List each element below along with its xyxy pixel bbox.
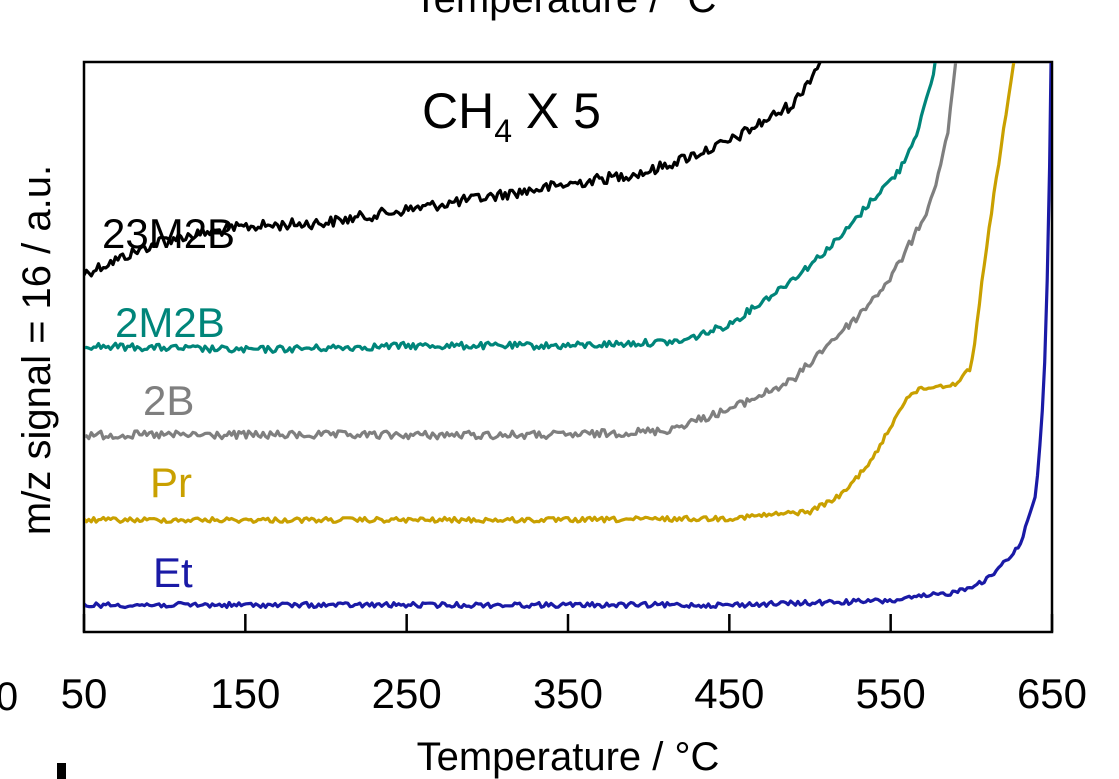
x-tick-label: 550	[856, 670, 926, 717]
x-tick-label: 50	[61, 670, 108, 717]
plot-frame	[82, 60, 1054, 634]
x-axis-ticks: 50 150 250 350 450 550 650	[61, 614, 1087, 717]
chart-title-main: CH	[422, 83, 494, 139]
x-axis-label: Temperature / °C	[417, 735, 720, 779]
x-tick-label: 650	[1017, 670, 1087, 717]
series-line-et	[85, 63, 1051, 610]
cut-mark	[57, 763, 66, 779]
chart-title-sub: 4	[494, 113, 512, 149]
series-label-23m2b: 23M2B	[102, 210, 235, 257]
series-label-2b: 2B	[143, 377, 194, 424]
x-tick-label: 450	[694, 670, 764, 717]
series-label-et: Et	[153, 549, 193, 596]
series-line-pr	[85, 63, 1016, 524]
series-label-pr: Pr	[150, 459, 192, 506]
series-line-2b	[85, 63, 958, 441]
chart-title: CH4 X 5	[422, 83, 601, 149]
series-label-group: 23M2B 2M2B 2B Pr Et	[102, 210, 235, 596]
y-axis-label: m/z signal = 16 / a.u.	[15, 165, 59, 535]
x-tick-label: 250	[372, 670, 442, 717]
x-tick-label: 350	[533, 670, 603, 717]
series-line-2m2b	[85, 63, 937, 354]
chart-title-rest: X 5	[512, 83, 601, 139]
top-cut-label: Temperature / °C	[414, 0, 717, 21]
series-line-23m2b	[85, 63, 822, 278]
left-cut-tick: 0	[0, 675, 18, 719]
series-group	[85, 63, 1051, 610]
series-label-2m2b: 2M2B	[115, 299, 225, 346]
x-tick-label: 150	[210, 670, 280, 717]
